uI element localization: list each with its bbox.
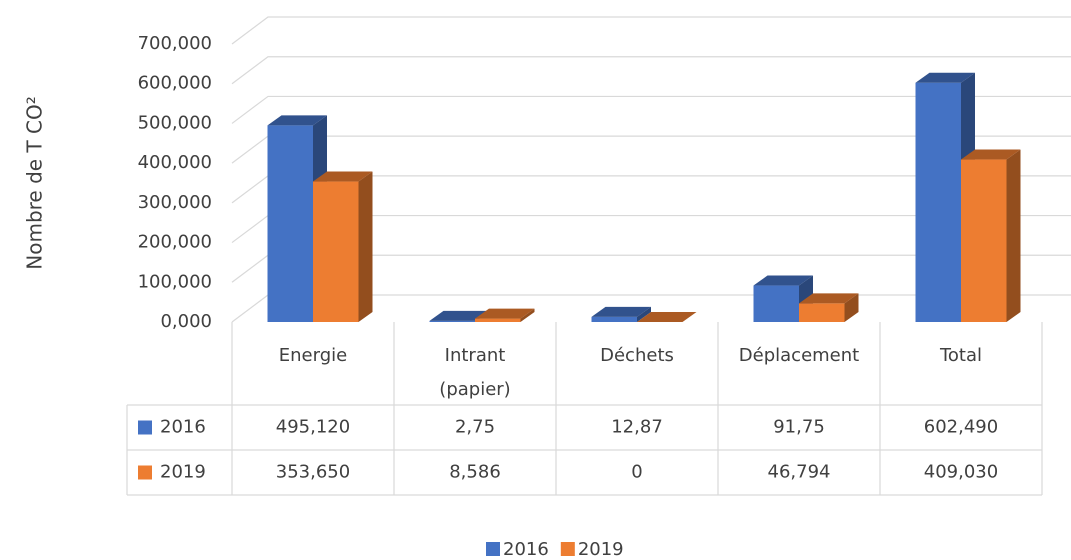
bar-side — [637, 306, 651, 322]
data-table-value: 0 — [631, 462, 642, 483]
y-tick-label: 400,000 — [138, 152, 212, 173]
bar-side — [1006, 149, 1021, 322]
grid-line — [231, 16, 1071, 45]
legend-label: 2016 — [160, 417, 206, 438]
legend-label: 2019 — [160, 462, 206, 483]
grid-line — [231, 95, 1071, 124]
data-table-value: 353,650 — [276, 462, 350, 483]
y-tick-label: 500,000 — [138, 112, 212, 133]
data-table-value: 602,490 — [924, 417, 998, 438]
y-tick-label: 0,000 — [160, 311, 212, 332]
legend-swatch — [138, 420, 152, 435]
y-tick-label: 300,000 — [138, 192, 212, 213]
data-table-value: 91,75 — [773, 417, 825, 438]
bar-top — [429, 310, 489, 321]
grid-line — [231, 56, 1071, 85]
bar-front — [915, 82, 961, 322]
y-tick-label: 600,000 — [138, 73, 212, 94]
bar-front — [753, 285, 799, 322]
bar-front — [799, 303, 845, 322]
legend-label: 2016 — [503, 539, 549, 560]
bar-side — [520, 308, 535, 322]
bar-top — [637, 312, 697, 322]
bar-front — [475, 318, 521, 322]
y-tick-label: 100,000 — [138, 271, 212, 292]
data-table-value: 8,586 — [449, 462, 501, 483]
bar-top — [267, 115, 327, 126]
x-tick-label: Intrant (papier) — [439, 345, 510, 400]
data-table-value: 12,87 — [611, 417, 663, 438]
legend-swatch — [486, 542, 500, 556]
bar-side — [358, 171, 373, 322]
x-tick-label: Déchets — [600, 345, 674, 366]
bar-top — [961, 149, 1021, 160]
bar-top — [915, 72, 975, 83]
bar-front — [267, 125, 313, 322]
y-tick-label: 700,000 — [138, 33, 212, 54]
bar-side — [844, 293, 859, 322]
bar-top — [799, 293, 859, 304]
x-tick-label: Déplacement — [739, 345, 859, 366]
x-tick-label: Total — [939, 345, 982, 366]
bar-front — [961, 159, 1007, 322]
data-table-value: 409,030 — [924, 462, 998, 483]
legend-label: 2019 — [578, 539, 624, 560]
x-tick-label: Energie — [279, 345, 347, 366]
legend-swatch — [138, 465, 152, 480]
bar-front — [429, 320, 475, 322]
y-tick-label: 200,000 — [138, 232, 212, 253]
data-table-value: 46,794 — [768, 462, 831, 483]
bar-top — [475, 308, 535, 319]
y-axis-label: Nombre de T CO² — [23, 96, 47, 269]
bar-top — [591, 306, 651, 317]
legend-swatch — [560, 542, 575, 556]
data-table-value: 495,120 — [276, 417, 350, 438]
bar-top — [313, 171, 373, 182]
bar-front — [591, 316, 637, 322]
bar-front — [313, 181, 359, 322]
bar-top — [753, 275, 813, 286]
data-table-value: 2,75 — [455, 417, 495, 438]
